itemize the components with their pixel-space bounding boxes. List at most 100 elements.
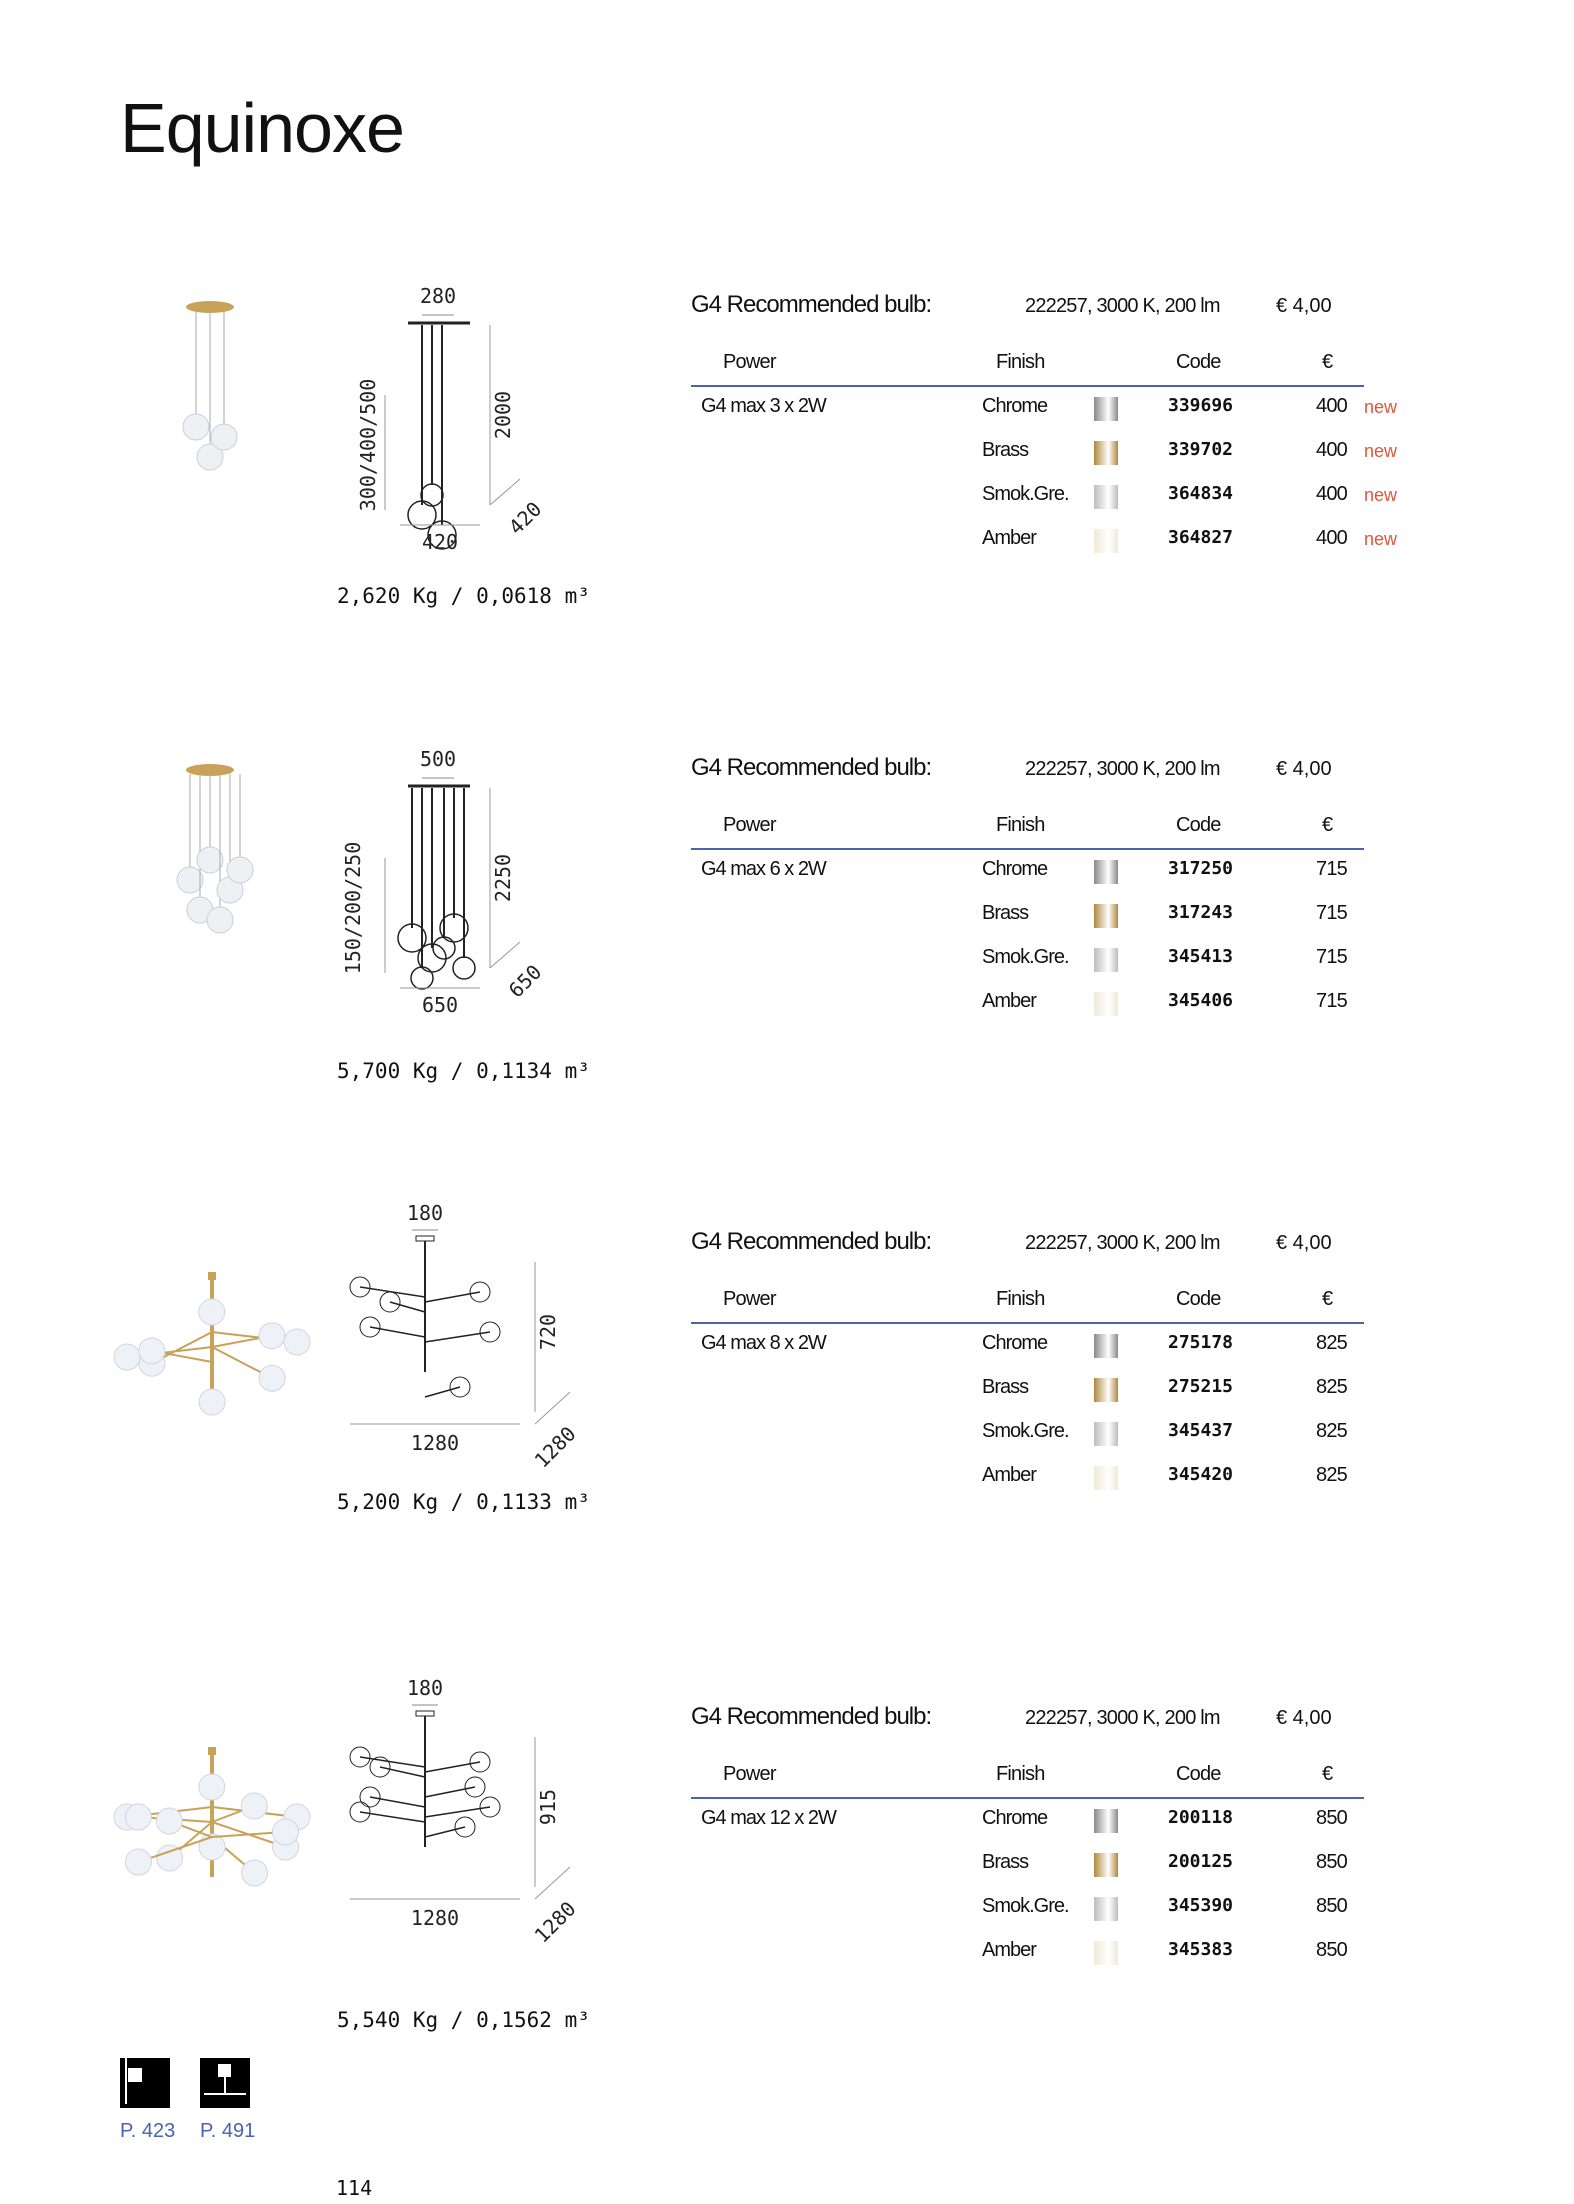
header-finish: Finish — [996, 1288, 1045, 1310]
header-price: € — [1322, 1288, 1333, 1310]
finish-swatch — [1094, 441, 1118, 465]
recommended-bulb-spec: 222257, 3000 K, 200 lm — [1025, 1232, 1221, 1254]
header-code: Code — [1176, 814, 1221, 836]
finish-swatch — [1094, 1941, 1118, 1965]
dim-top: 180 — [407, 1677, 443, 1700]
header-code: Code — [1176, 1763, 1221, 1785]
product-code: 339702 — [1168, 439, 1234, 460]
header-divider — [691, 848, 1364, 850]
price: 400 — [1316, 395, 1348, 417]
power-spec: G4 max 8 x 2W — [701, 1332, 827, 1354]
finish-swatch — [1094, 904, 1118, 928]
header-power: Power — [723, 1288, 776, 1310]
finish-name: Brass — [982, 902, 1029, 924]
new-badge: new — [1364, 441, 1398, 461]
price: 715 — [1316, 902, 1348, 924]
product-code: 345406 — [1168, 990, 1234, 1011]
finish-name: Brass — [982, 1376, 1029, 1398]
ref-link-floor-lamp[interactable]: P. 491 — [200, 2058, 255, 2143]
table-row: Amber 345383 850 — [0, 1939, 1574, 1979]
product-code: 345383 — [1168, 1939, 1234, 1960]
weight-volume: 5,200 Kg / 0,1133 m³ — [337, 1490, 590, 1514]
product-code: 200125 — [1168, 1851, 1234, 1872]
recommended-bulb-label: G4 Recommended bulb: — [691, 754, 932, 781]
product-block: 280 2000 300/400/500 420 420 2,620 Kg / 0,061… — [0, 285, 1574, 725]
finish-name: Amber — [982, 1939, 1037, 1961]
header-divider — [691, 1797, 1364, 1799]
price: 825 — [1316, 1376, 1348, 1398]
price: 400 — [1316, 527, 1348, 549]
table-row: Smok.Gre. 345413 715 — [0, 946, 1574, 986]
finish-name: Chrome — [982, 395, 1048, 417]
table-row: Chrome 275178 825 — [0, 1332, 1574, 1372]
dim-top: 500 — [420, 748, 456, 771]
table-row: Brass 339702 400 new — [0, 439, 1574, 479]
product-block: 180 915 1280 1280 5,540 Kg / 0,1562 m³ G4 Rec… — [0, 1677, 1574, 2137]
product-code: 364827 — [1168, 527, 1234, 548]
finish-swatch — [1094, 529, 1118, 553]
recommended-bulb-label: G4 Recommended bulb: — [691, 1703, 932, 1730]
table-row: Amber 345420 825 — [0, 1464, 1574, 1504]
product-code: 345437 — [1168, 1420, 1234, 1441]
table-row: Smok.Gre. 345390 850 — [0, 1895, 1574, 1935]
price: 850 — [1316, 1851, 1348, 1873]
header-price: € — [1322, 814, 1333, 836]
recommended-bulb-label: G4 Recommended bulb: — [691, 1228, 932, 1255]
page-title: Equinoxe — [120, 89, 405, 167]
price: 715 — [1316, 990, 1348, 1012]
finish-swatch — [1094, 1334, 1118, 1358]
header-power: Power — [723, 351, 776, 373]
price: 715 — [1316, 858, 1348, 880]
finish-swatch — [1094, 397, 1118, 421]
product-photo — [182, 301, 238, 471]
finish-name: Amber — [982, 990, 1037, 1012]
table-row: Brass 200125 850 — [0, 1851, 1574, 1891]
price: 825 — [1316, 1464, 1348, 1486]
recommended-bulb-spec: 222257, 3000 K, 200 lm — [1025, 295, 1221, 317]
new-badge: new — [1364, 529, 1398, 549]
product-code: 345390 — [1168, 1895, 1234, 1916]
product-code: 200118 — [1168, 1807, 1234, 1828]
product-photo — [176, 764, 254, 934]
recommended-bulb-price: € 4,00 — [1276, 295, 1332, 317]
dim-left: 150/200/250 — [341, 842, 365, 974]
finish-name: Smok.Gre. — [982, 1895, 1070, 1917]
finish-swatch — [1094, 1378, 1118, 1402]
finish-name: Smok.Gre. — [982, 946, 1070, 968]
wall-lamp-icon — [120, 2058, 170, 2108]
dim-right: 915 — [536, 1789, 560, 1825]
header-code: Code — [1176, 1288, 1221, 1310]
table-row: Brass 317243 715 — [0, 902, 1574, 942]
finish-swatch — [1094, 485, 1118, 509]
product-code: 317243 — [1168, 902, 1234, 923]
dim-bottom: 1280 — [411, 1431, 459, 1455]
power-spec: G4 max 6 x 2W — [701, 858, 827, 880]
product-code: 339696 — [1168, 395, 1234, 416]
product-block: 500 2250 150/200/250 650 650 5,700 Kg / 0,113… — [0, 748, 1574, 1188]
recommended-bulb-spec: 222257, 3000 K, 200 lm — [1025, 1707, 1221, 1729]
finish-swatch — [1094, 1422, 1118, 1446]
table-row: Chrome 339696 400 new — [0, 395, 1574, 435]
finish-name: Brass — [982, 1851, 1029, 1873]
product-photo — [113, 1272, 311, 1416]
finish-name: Brass — [982, 439, 1029, 461]
dim-bottom: 420 — [422, 530, 458, 554]
dim-top: 280 — [420, 285, 456, 308]
header-price: € — [1322, 1763, 1333, 1785]
new-badge: new — [1364, 485, 1398, 505]
recommended-bulb-price: € 4,00 — [1276, 1232, 1332, 1254]
header-finish: Finish — [996, 351, 1045, 373]
finish-swatch — [1094, 860, 1118, 884]
product-block: 180 720 1280 1280 5,200 Kg / 0,1133 m³ G4 Rec… — [0, 1202, 1574, 1662]
finish-name: Smok.Gre. — [982, 1420, 1070, 1442]
table-row: Chrome 317250 715 — [0, 858, 1574, 898]
dim-right: 2000 — [491, 391, 515, 439]
price: 825 — [1316, 1420, 1348, 1442]
dim-bottom: 650 — [422, 993, 458, 1017]
table-row: Chrome 200118 850 — [0, 1807, 1574, 1847]
header-code: Code — [1176, 351, 1221, 373]
ref-link-wall-lamp[interactable]: P. 423 — [120, 2058, 175, 2143]
